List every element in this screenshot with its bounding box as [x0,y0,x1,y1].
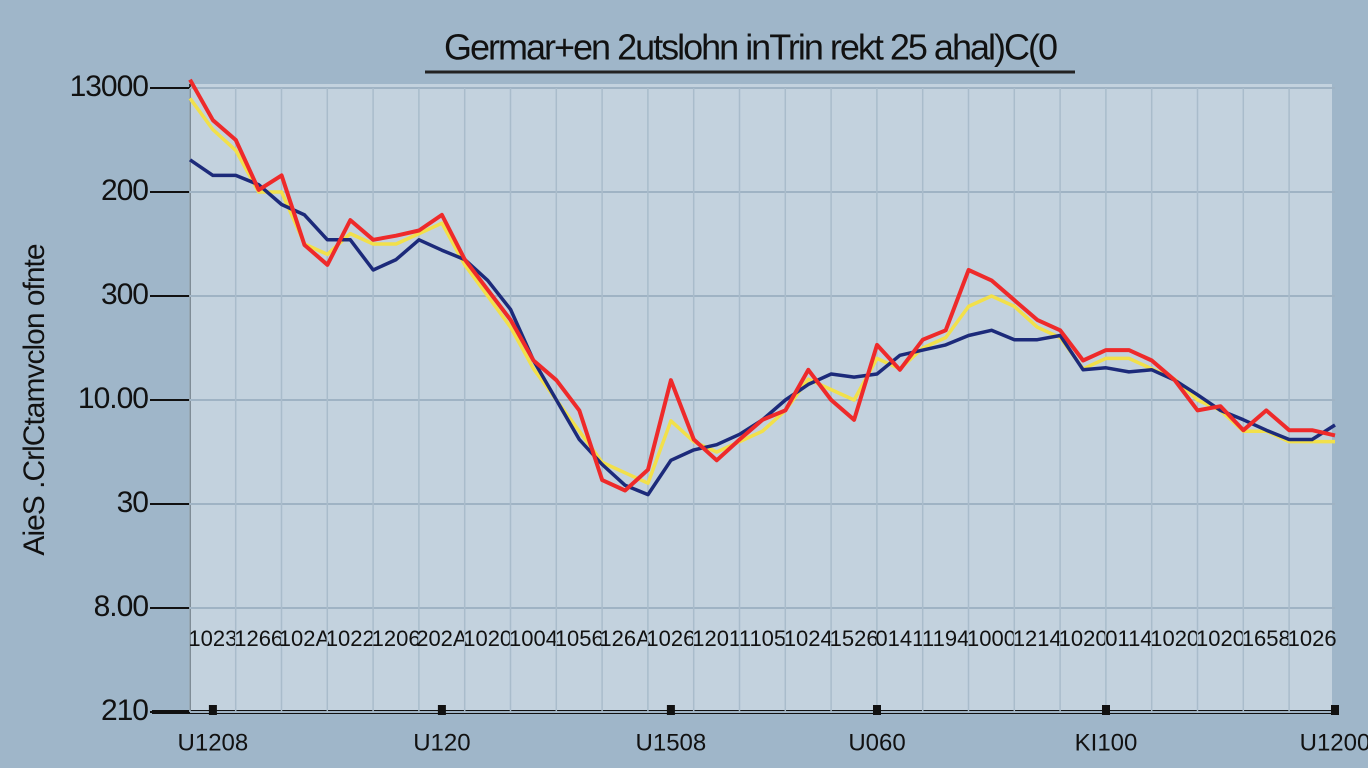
chart-title: Germar+en 2utslohn inTrin rekt 25 ahal)C… [444,27,1057,68]
plot-area [190,84,1332,712]
y-tick-label: 300 [101,278,148,311]
x-bottom-label: U1200 [1300,729,1368,756]
x-bottom-label: U120 [413,729,470,756]
y-axis-label: AieS .CrlCtamvclon ofnte [18,244,51,555]
x-tick-label: 1105 [739,626,786,651]
x-tick-label: 1020 [1196,626,1245,651]
x-tick-label: 0141 [875,626,924,651]
x-tick-label: 1022 [326,626,375,651]
x-tick [873,705,881,715]
x-tick-label: 0114 [1105,626,1152,651]
series-line [188,78,1336,493]
x-tick-label: 202A [416,626,468,651]
x-tick-label: 1004 [509,626,558,651]
x-tick-label: 1266 [234,626,283,651]
x-tick [666,705,675,715]
x-bottom-label: U1208 [178,729,249,756]
y-tick-label: 8.00 [94,590,149,623]
y-tick-label: 10.00 [78,382,148,415]
x-bottom-label: U1508 [636,729,707,756]
x-tick-label: 1023 [188,626,237,651]
y-tick-label: 30 [117,486,149,519]
x-tick-label: 1020 [1059,626,1108,651]
x-tick-label: 102A [279,626,331,651]
x-tick [437,705,446,715]
series-line [188,97,1335,485]
x-tick-label: 1194 [922,626,969,651]
x-tick-label: 1000 [967,626,1016,651]
x-tick [1331,705,1339,715]
x-tick-label: 1214 [1013,626,1062,651]
x-tick-label: 1056 [555,626,604,651]
x-tick-label: 1206 [372,626,421,651]
x-tick-label: 126A [599,626,651,651]
x-tick [208,705,217,715]
y-tick-label: 210 [101,694,148,727]
x-tick-label: 1024 [784,626,833,651]
y-tick-label: 200 [101,174,148,207]
x-bottom-label: U060 [848,729,905,756]
x-bottom-label: KI100 [1075,729,1138,756]
y-tick-label: 13000 [70,70,149,103]
x-tick-label: 1026 [1288,626,1337,651]
x-tick [1102,705,1110,715]
x-tick-label: 1026 [646,626,695,651]
x-tick-label: 1201 [692,626,741,651]
x-tick-label: 1658 [1242,626,1291,651]
x-tick-label: 1020 [463,626,512,651]
x-tick-label: 1020 [1150,626,1199,651]
x-tick-label: 1526 [830,626,879,651]
